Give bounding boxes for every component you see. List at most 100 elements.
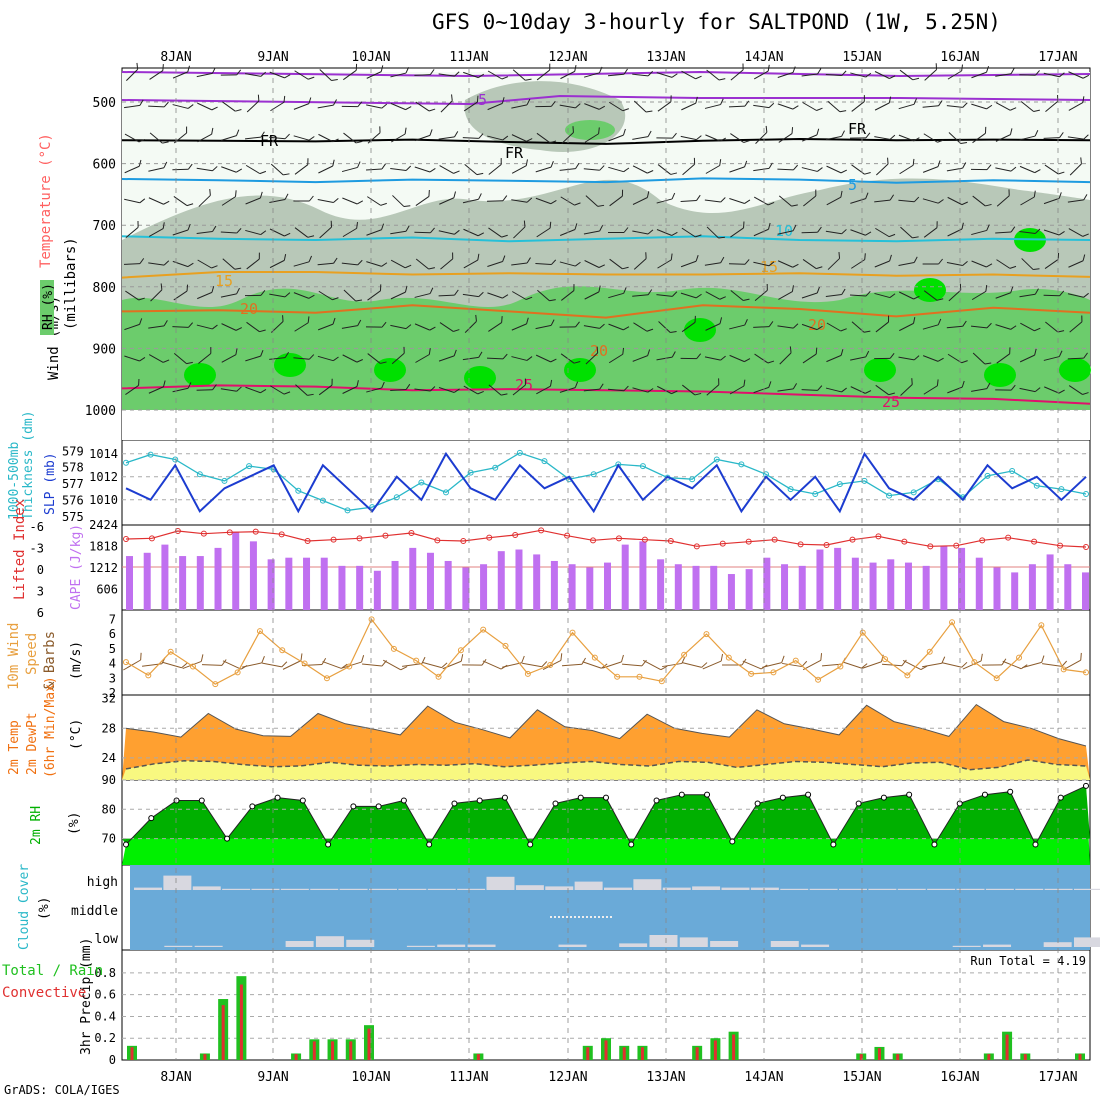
wind-barb-staff <box>607 388 625 392</box>
wind-barb-staff <box>608 166 624 173</box>
wind-barb <box>125 290 145 301</box>
wind-barb-staff <box>898 261 915 267</box>
wind-barb-feather <box>623 385 629 392</box>
wind-barb-staff <box>583 72 600 78</box>
wind-barb-feather <box>888 96 892 103</box>
rh2m-point <box>476 797 483 804</box>
wind-barb-feather <box>986 322 992 329</box>
wind-barb <box>125 378 140 395</box>
temp-contour-10 <box>121 235 1091 243</box>
li-point <box>460 538 467 544</box>
rh2m-point <box>299 797 306 804</box>
wind-barb-feather <box>308 76 315 80</box>
rh2m-point <box>931 841 938 848</box>
wind-barb-feather <box>1082 392 1089 395</box>
wind-barb <box>755 125 768 145</box>
wind-barb-staff <box>536 132 551 144</box>
wind-barb <box>609 258 629 270</box>
wind-barb-staff <box>440 258 454 270</box>
wind-barb <box>173 352 193 365</box>
wind-barb-feather <box>526 197 533 203</box>
wind-barb-feather <box>573 284 575 291</box>
cloud-low-bar <box>770 941 799 947</box>
thickness-point <box>984 472 991 479</box>
wind-barb-staff <box>705 165 720 174</box>
wind-barb-feather <box>476 172 484 176</box>
wind-barb-feather <box>1058 192 1062 199</box>
wind-barb-10m <box>621 659 647 667</box>
wind-barb-10m-staff <box>582 661 602 669</box>
wind-barb <box>269 352 290 360</box>
wind-barb <box>124 99 144 109</box>
wind-barb-feather <box>670 331 677 333</box>
wind-barb-feather <box>1034 348 1037 356</box>
wind-barb-feather <box>695 234 702 238</box>
wind-barb-staff <box>148 167 165 172</box>
wind-barb-staff <box>317 198 334 204</box>
wind-barb-staff <box>947 353 962 364</box>
wind-barb-staff <box>269 357 286 360</box>
wind-barb-feather <box>1008 189 1010 196</box>
wind-barb <box>1067 194 1088 203</box>
wind-barb-staff <box>633 258 647 270</box>
wind-barb-feather <box>550 319 555 326</box>
wind-barb-feather <box>937 318 942 325</box>
wind-barb-staff <box>342 386 358 394</box>
wind-barb-staff <box>365 168 383 171</box>
date-label-bottom: 14JAN <box>744 1070 783 1085</box>
wind-barb-feather <box>937 139 944 143</box>
wind-barb-feather <box>162 141 169 144</box>
wind-barb-feather <box>501 234 508 238</box>
wind-barb-feather <box>863 95 865 102</box>
wind-barb-10m-feather <box>920 665 928 670</box>
wind-barb-feather <box>572 126 574 133</box>
cloud-low-bar <box>710 941 739 947</box>
wind-barb-staff <box>802 259 817 269</box>
wind-barb <box>656 72 678 78</box>
precip-axis-label: 3hr Precip (mm) <box>79 938 94 1055</box>
wind-barb-staff <box>972 195 986 207</box>
wind-barb <box>730 221 745 238</box>
wind-barb <box>851 95 865 112</box>
wind-barb <box>584 260 605 268</box>
wind-barb-feather <box>454 131 459 138</box>
wind-barb-feather <box>598 285 601 292</box>
slp-label-slp: SLP (mb) <box>43 452 58 515</box>
wind-barb-staff <box>464 163 478 176</box>
wind-barb <box>172 163 193 171</box>
wind-barb-staff <box>826 322 841 332</box>
cape-bar <box>657 559 665 610</box>
wind-barb-staff <box>971 229 987 236</box>
wind-barb <box>779 346 792 365</box>
wind-barb-feather <box>1034 387 1041 393</box>
wind-barb <box>754 353 775 364</box>
wind-barb-staff <box>319 226 332 239</box>
wind-barb-staff <box>366 104 382 109</box>
wind-barb-feather <box>186 126 188 133</box>
wind-barb <box>585 195 605 207</box>
wind-barb-staff <box>536 227 551 238</box>
wind-barb-staff <box>971 71 987 79</box>
footer-credit: GrADS: COLA/IGES <box>4 1083 120 1097</box>
wind-barb <box>124 318 143 331</box>
wind-barb <box>996 347 1011 364</box>
wind-barb-staff <box>172 71 188 79</box>
wind-barb-feather <box>332 159 335 167</box>
wind-barb <box>148 320 168 329</box>
wind-barb-10m <box>322 661 348 669</box>
wind-barb-10m <box>682 662 708 668</box>
precip-conv-bar <box>877 1048 881 1060</box>
wind-barb-staff <box>656 229 673 236</box>
wind-barb <box>438 289 459 297</box>
wind-barb <box>391 127 407 143</box>
wind-barb-staff <box>318 133 333 143</box>
wind-barb-feather <box>817 226 822 233</box>
wind-barb-feather <box>380 361 387 364</box>
wind-barb-10m-staff <box>502 662 522 668</box>
wind-barb <box>342 380 359 394</box>
wind-barb-feather <box>816 286 820 294</box>
wind-barb-staff <box>511 323 527 331</box>
li-point <box>771 536 778 543</box>
wind-speed-point <box>748 670 755 677</box>
cloud-high-bar <box>985 888 1014 890</box>
